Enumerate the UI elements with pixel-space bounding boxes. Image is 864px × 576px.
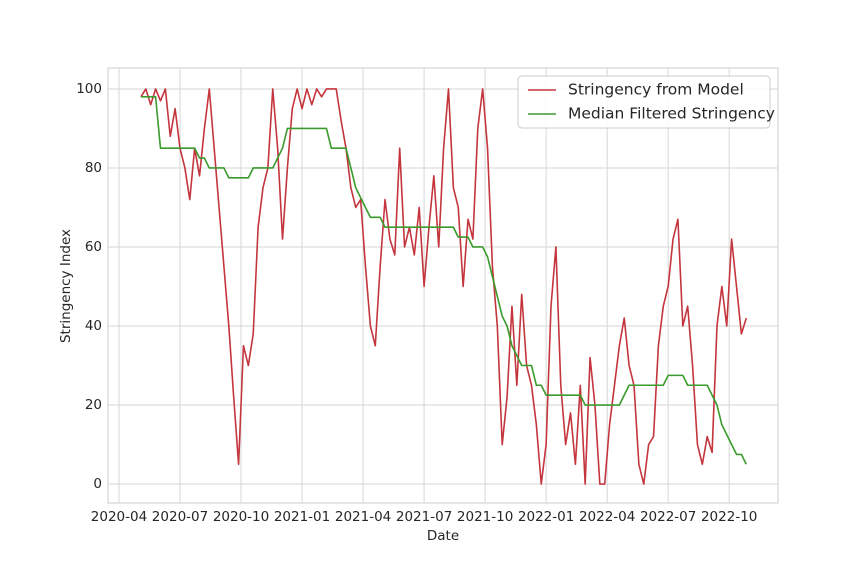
x-tick-label: 2021-07 [396, 509, 452, 525]
y-tick-label: 0 [93, 476, 102, 492]
x-axis-label: Date [427, 528, 459, 544]
x-tick-label: 2020-04 [91, 509, 147, 525]
y-tick-label: 80 [85, 160, 102, 176]
x-tick-label: 2022-04 [579, 509, 635, 525]
legend-box [517, 75, 771, 129]
legend-label: Stringency from Model [568, 81, 744, 99]
y-tick-label: 20 [85, 397, 102, 413]
lines [140, 88, 748, 485]
legend: Stringency from Model Median Filtered Str… [517, 75, 775, 129]
y-axis-label: Stringency Index [58, 229, 74, 343]
x-tick-label: 2021-04 [335, 509, 391, 525]
y-tick-label: 60 [85, 239, 102, 255]
x-tick-label: 2022-01 [518, 509, 574, 525]
x-tick-label: 2021-01 [274, 509, 330, 525]
series-line [140, 96, 747, 465]
series-line [140, 88, 748, 485]
x-tick-label: 2022-10 [701, 509, 757, 525]
legend-label: Median Filtered Stringency [568, 105, 775, 123]
plot-area [107, 67, 779, 504]
x-tick-label: 2020-10 [213, 509, 269, 525]
x-tick-label: 2021-10 [457, 509, 513, 525]
y-tick-label: 100 [76, 81, 102, 97]
x-tick-label: 2022-07 [640, 509, 696, 525]
x-tick-label: 2020-07 [152, 509, 208, 525]
y-tick-label: 40 [85, 318, 102, 334]
